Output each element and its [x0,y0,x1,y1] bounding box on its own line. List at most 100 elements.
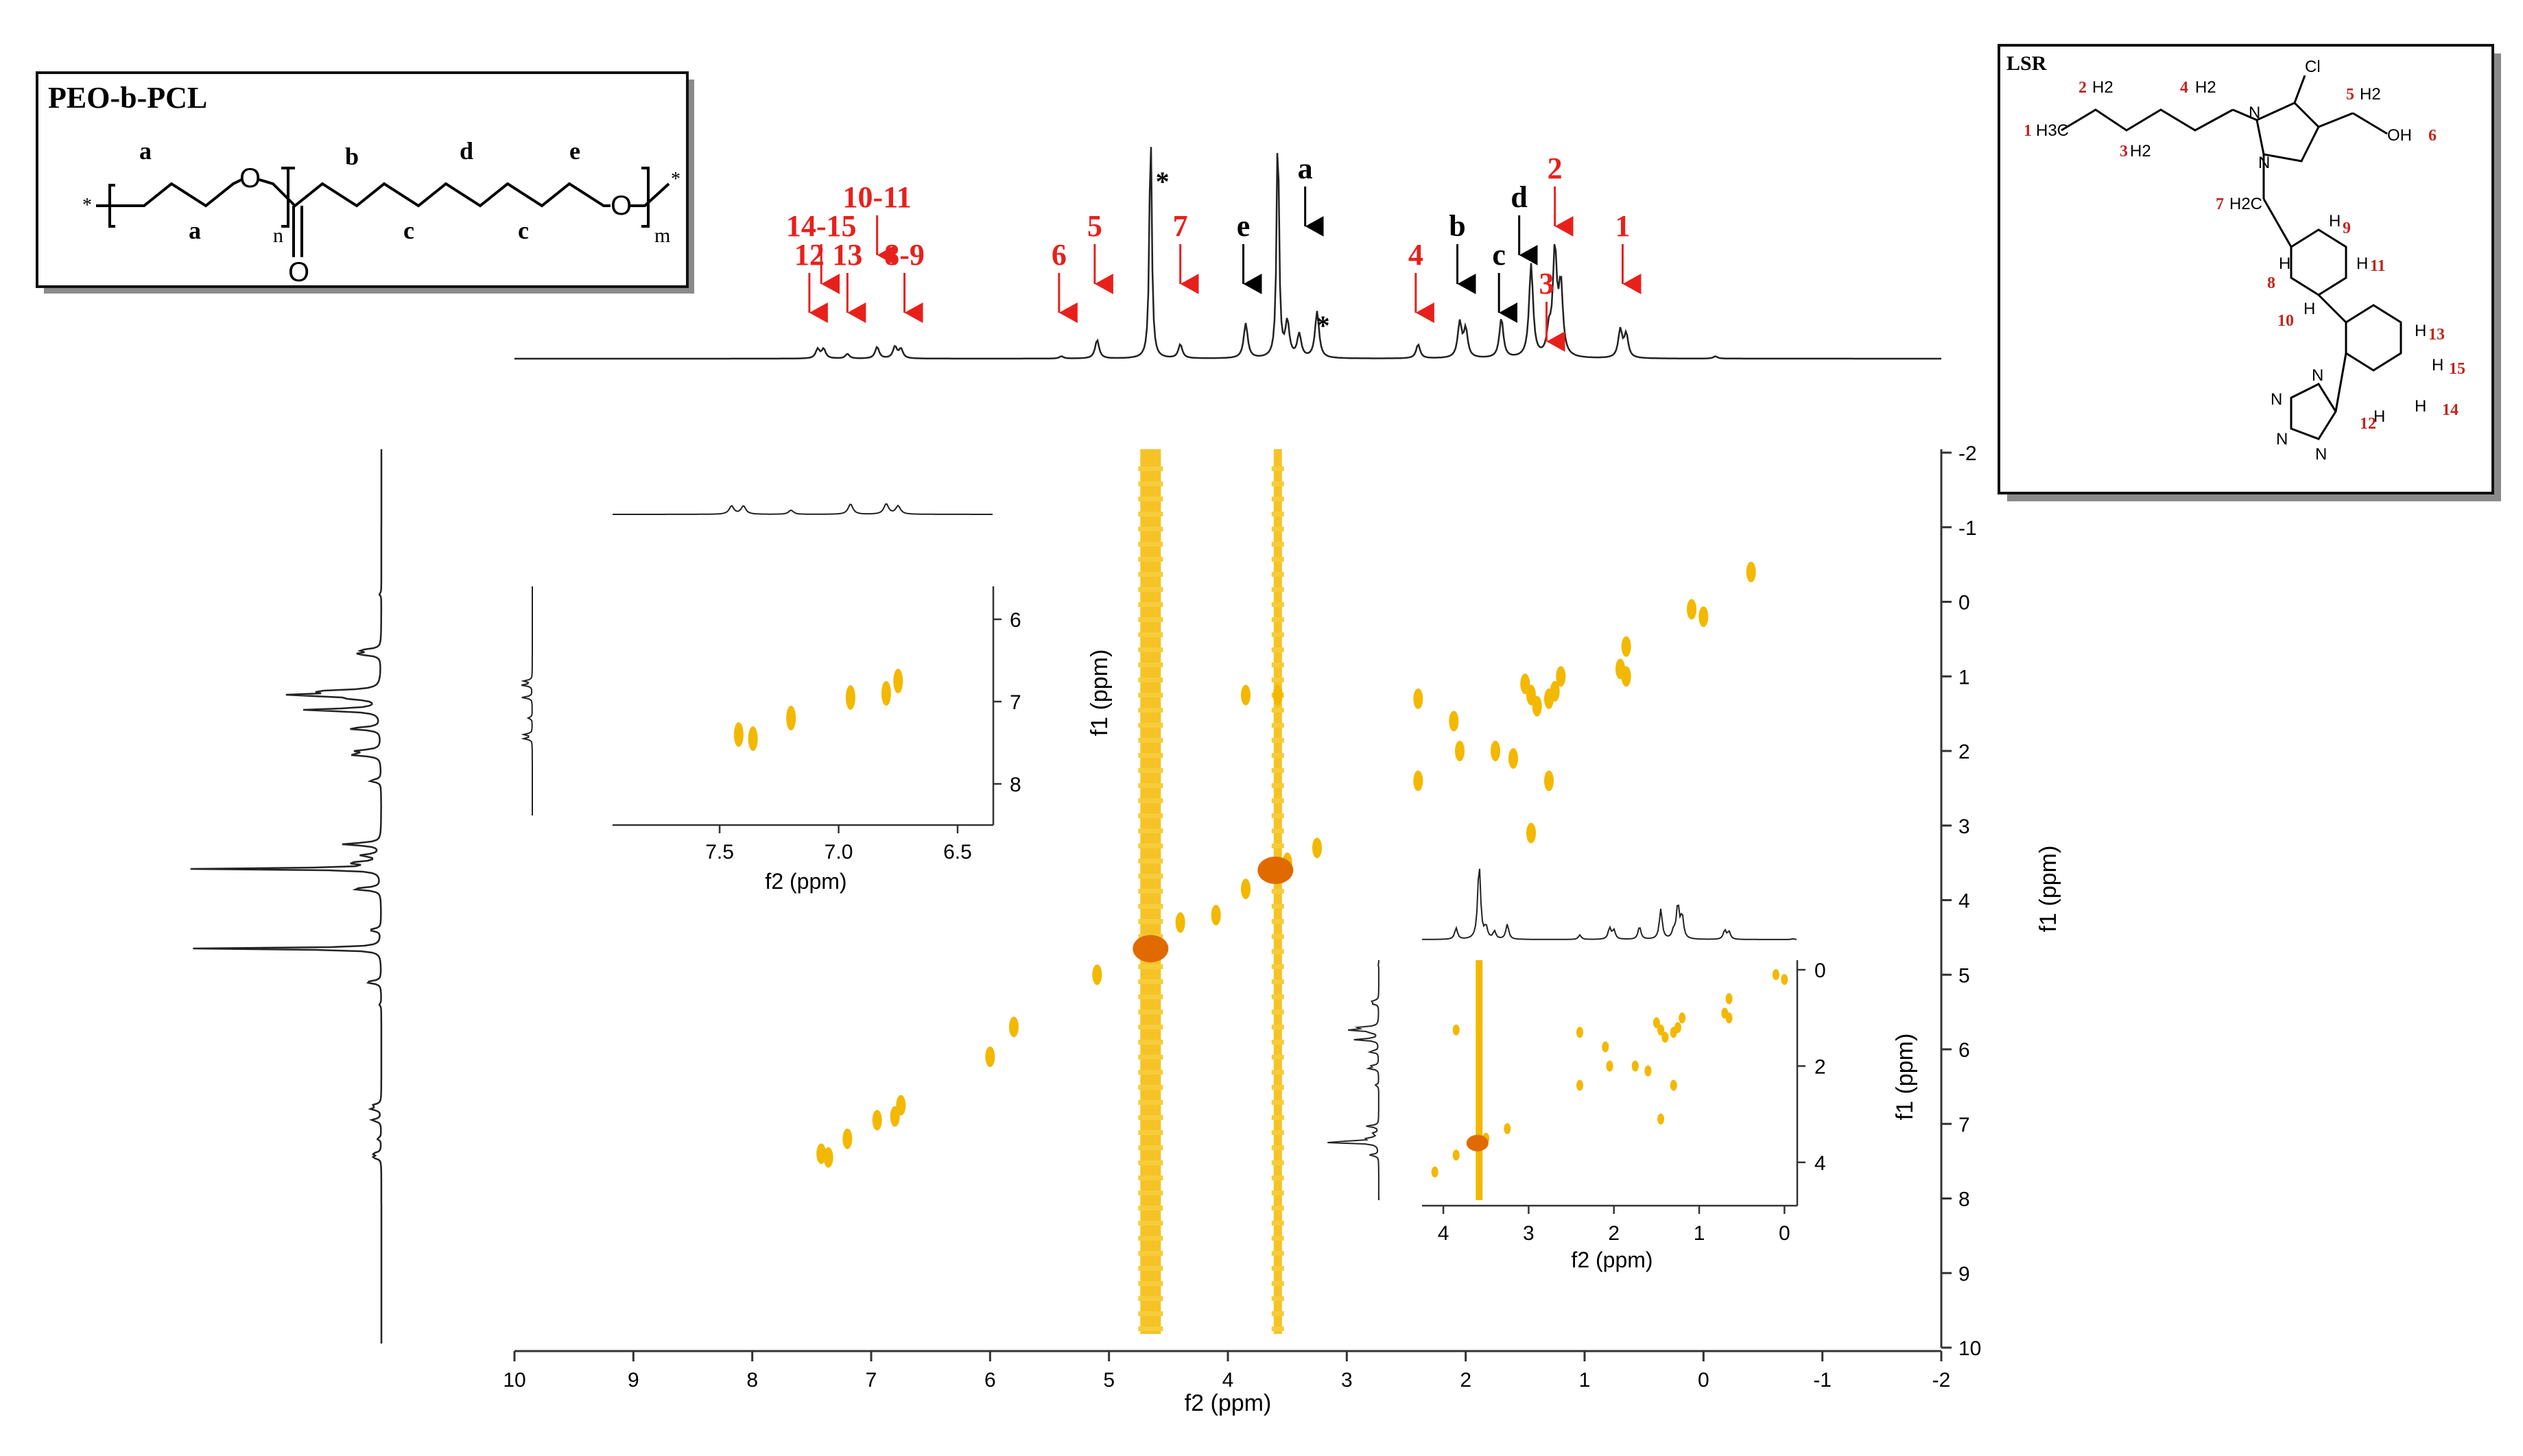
inset-y-tick-label: 2 [1814,1055,1826,1078]
svg-text:N: N [2312,366,2323,385]
inset-x-tick-label: 1 [1694,1222,1705,1245]
inset-x-tick-label: 7.5 [705,841,734,863]
streak-contour [1271,1266,1284,1271]
cosy-peak [1257,857,1294,884]
inset-aromatic-peak [748,726,758,751]
inset-aromatic-peak [786,706,796,730]
streak-contour [1138,828,1163,833]
streak-contour [1138,497,1163,501]
streak-contour [1138,723,1163,728]
peak-label: b [1449,209,1465,243]
streak-contour [1138,693,1163,697]
streak-contour [1271,844,1284,848]
streak-contour [1271,1100,1284,1105]
svg-text:4: 4 [2180,79,2188,97]
streak-contour [1271,949,1284,954]
streak-contour [1271,1175,1284,1180]
cosy-peak [1508,748,1518,769]
streak-contour [1271,828,1284,833]
inset-aliphatic-peak [1602,1041,1609,1053]
cosy-peak [842,1128,853,1149]
streak-contour [1271,904,1284,909]
svg-text:1: 1 [2024,122,2032,140]
streak-contour [1138,904,1163,909]
inset-aliphatic-top-trace [1422,868,1797,940]
peak-label: e [1237,209,1251,243]
svg-text:2: 2 [2078,79,2087,97]
cosy-peak [1556,666,1566,687]
inset-aromatic-top-trace [613,503,993,515]
streak-contour [1138,874,1163,879]
cosy-peak [1526,822,1536,844]
y-axis-label-right: f1 (ppm) [1892,1034,1918,1121]
streak-contour [1138,1326,1163,1331]
inset-aromatic-peak [893,669,903,693]
peo-pcl-structure: PEO-b-PCL * * O O O a a b c d c e n m [36,71,694,294]
inset-aliphatic-peak [1644,1065,1652,1077]
peak-label: 12 [794,238,825,272]
streak-contour [1138,753,1163,758]
streak-contour [1138,1010,1163,1014]
streak-contour [1138,859,1163,863]
streak-contour [1138,663,1163,667]
streak-contour [1271,1145,1284,1150]
y-tick-label: 8 [1958,1189,1970,1211]
y-tick-label: 1 [1958,666,1970,689]
inset-aromatic: 7.5 7.0 6.5 6 7 8 f2 (ppm) [521,503,1021,894]
peak-label: * [1316,310,1330,341]
streak-contour [1271,1010,1284,1014]
streak-contour [1271,527,1284,532]
svg-text:9: 9 [2343,219,2351,237]
svg-text:14: 14 [2442,401,2459,419]
star-right: * [671,169,680,190]
atom-o-3: O [611,191,632,221]
inset-y-tick-label: 0 [1814,959,1826,982]
cosy-peak [1746,562,1756,582]
svg-text:13: 13 [2428,326,2445,344]
streak-contour [1138,1221,1163,1226]
streak-contour [1271,1055,1284,1060]
streak-contour [1271,768,1284,773]
peak-label: c [1492,238,1506,272]
left-spectrum-trace [190,449,383,1344]
inset-aliphatic-peak [1679,1012,1686,1024]
y-tick-label: -1 [1958,517,1977,540]
inset-y-tick-label: 8 [1010,774,1021,796]
atom-o-2: O [288,257,309,287]
inset-y-tick-label: 7 [1010,691,1021,714]
inset-aromatic-y-ticks: 6 7 8 [993,609,1021,796]
svg-text:N: N [2258,154,2270,172]
streak-contour [1138,1191,1163,1195]
streak-contour [1271,979,1284,984]
inset-aromatic-left-trace [521,586,533,815]
svg-text:OH: OH [2387,126,2412,145]
inset-aromatic-peak [881,681,891,706]
streak-contour [1271,587,1284,592]
peak-label: * [1156,166,1170,197]
streak-contour [1271,557,1284,562]
cosy-peak [1455,741,1465,761]
svg-text:d: d [460,137,473,165]
svg-text:H2C: H2C [2229,195,2262,213]
streak-contour [1271,1130,1284,1135]
streak-contour [1138,979,1163,984]
inset-x-tick-label: 4 [1438,1222,1449,1245]
streak-contour [1138,964,1163,969]
inset-aliphatic-peak [1504,1123,1511,1134]
streak-contour [1271,1221,1284,1226]
streak-contour [1138,481,1163,486]
streak-contour [1271,1251,1284,1256]
streak-contour [1138,678,1163,682]
cosy-peak [1621,666,1631,687]
streak-contour [1271,919,1284,924]
streak-contour [1271,1281,1284,1286]
inset-aliphatic-peak [1606,1060,1613,1072]
cosy-peak [1687,599,1696,620]
streak-contour [1271,572,1284,577]
streak-contour [1271,1115,1284,1120]
streak-contour [1271,964,1284,969]
streak-contour [1271,602,1284,607]
streak-contour [1271,617,1284,622]
svg-text:c: c [518,217,529,244]
